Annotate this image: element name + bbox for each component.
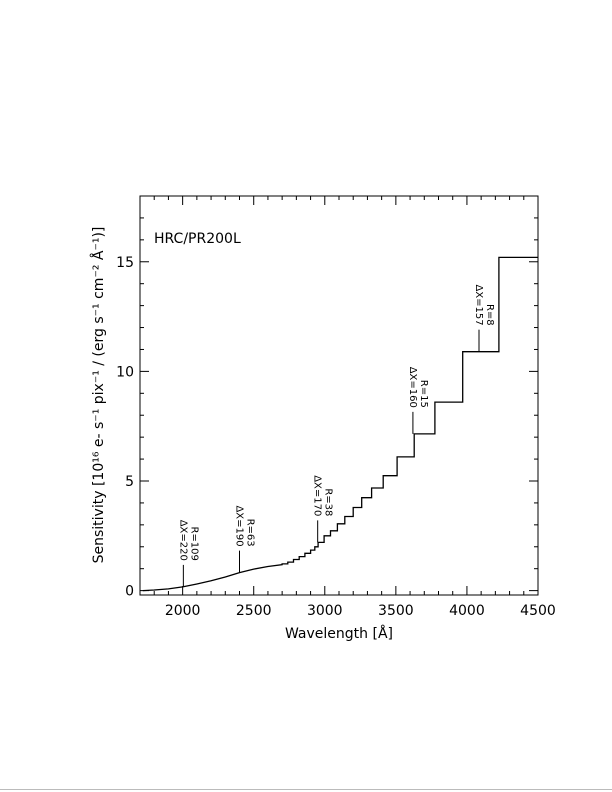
x-tick-label: 3500 [378,603,414,619]
annotation-label: R=15ΔX=160 [407,367,429,408]
annotations: R=109ΔX=220 R=63ΔX=190 R=38ΔX=170 R=15ΔX=16… [177,284,495,587]
y-tick-label: 5 [125,474,134,490]
x-tick-label: 4000 [449,603,485,619]
series-group [142,256,538,592]
axis-ticks: 2000 2500 3000 3500 4000 4500 0 5 10 15 [116,195,556,619]
annotation-label: R=63ΔX=190 [234,505,256,546]
x-tick-label: 4500 [520,603,556,619]
x-tick-label: 3000 [307,603,343,619]
y-tick-label: 10 [116,364,134,380]
x-tick-label: 2000 [165,603,201,619]
sensitivity-curve [142,256,538,592]
y-tick-label: 15 [116,255,134,271]
annotation-label: R=8ΔX=157 [473,284,495,325]
legend-text: HRC/PR200L [154,231,241,247]
page-edge [0,789,612,790]
x-axis-label: Wavelength [Å] [285,625,393,642]
y-tick-label: 0 [125,584,134,600]
x-tick-label: 2500 [236,603,272,619]
annotation-label: R=38ΔX=170 [312,475,334,516]
y-axis-label: Sensitivity [10¹⁶ e- s⁻¹ pix⁻¹ / (erg s⁻… [90,227,107,564]
annotation-label: R=109ΔX=220 [177,520,199,561]
